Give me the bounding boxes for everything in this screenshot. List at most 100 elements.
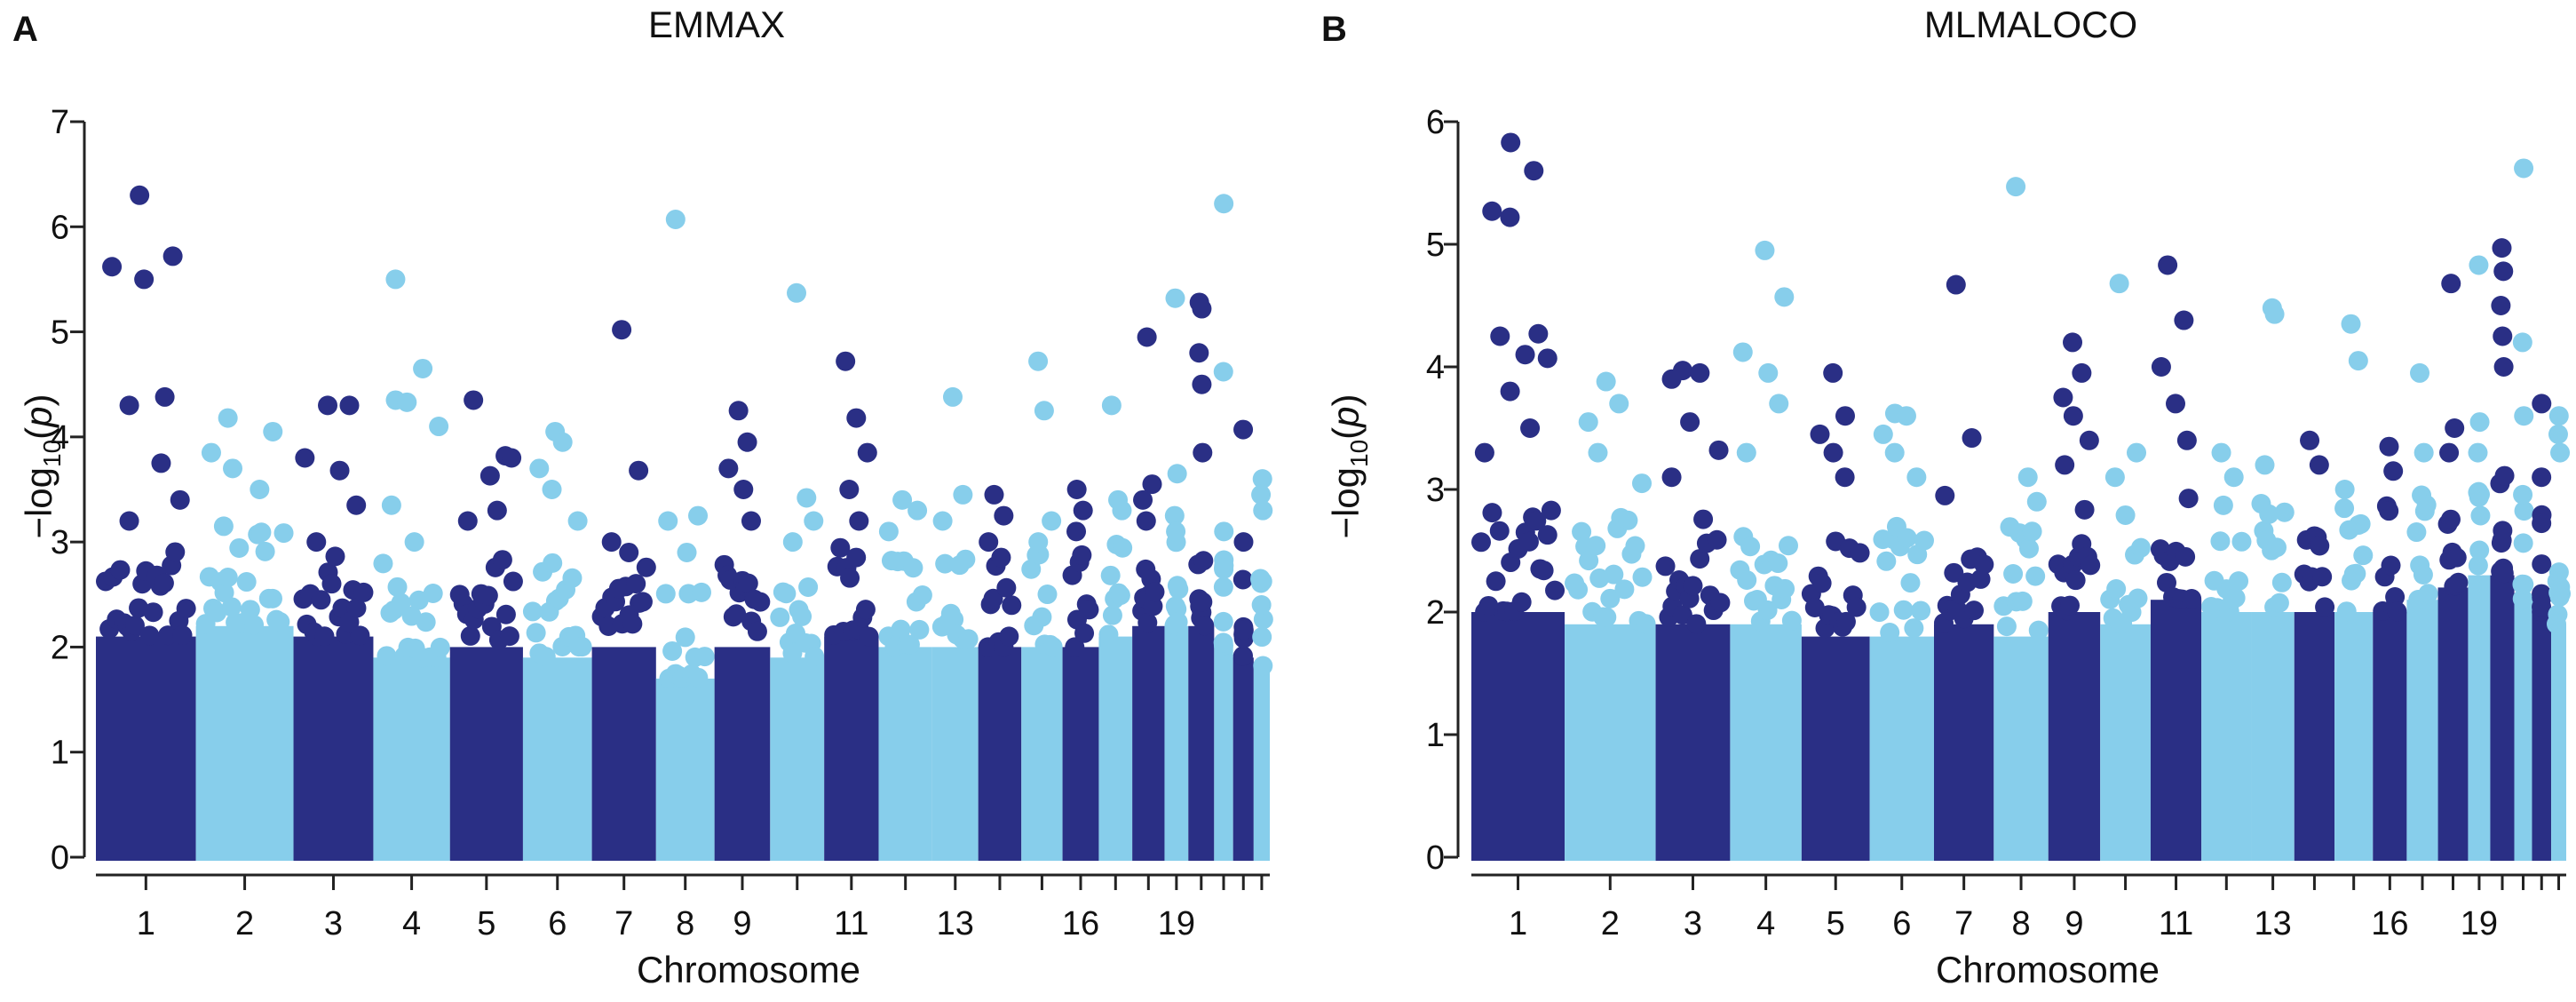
snp-point — [457, 511, 478, 531]
chromosome-12-points — [2201, 442, 2252, 861]
snp-point — [130, 185, 150, 205]
snp-point — [782, 532, 803, 553]
snp-point — [849, 511, 869, 531]
x-tick-label: 3 — [324, 905, 343, 942]
snp-point — [1755, 240, 1775, 260]
snp-point — [567, 511, 588, 531]
snp-point — [2445, 418, 2465, 438]
x-tick-label: 5 — [1827, 905, 1845, 942]
x-tick-label: 13 — [2254, 905, 2291, 942]
snp-point — [487, 500, 507, 521]
snp-point — [741, 511, 761, 531]
snp-point — [2493, 357, 2514, 377]
snp-point — [839, 480, 860, 499]
chromosome-20-points — [2490, 238, 2515, 861]
chromosome-7-points — [1933, 274, 1994, 861]
snp-point — [2414, 442, 2434, 463]
snp-point — [1946, 274, 1966, 295]
chromosome-8-points — [655, 210, 715, 861]
snp-point — [2255, 455, 2275, 475]
snp-point — [151, 453, 171, 473]
y-tick-label: 3 — [1426, 472, 1445, 509]
y-tick-label: 2 — [51, 629, 69, 666]
x-tick-label: 16 — [1062, 905, 1099, 942]
snp-point — [857, 442, 877, 463]
snp-point — [2072, 362, 2092, 383]
chromosome-7-points — [591, 320, 656, 861]
snp-point — [2017, 467, 2038, 488]
snp-point — [2512, 332, 2532, 353]
snp-point — [480, 465, 500, 486]
snp-point — [1189, 343, 1209, 363]
snp-point — [295, 448, 315, 468]
snp-point — [2548, 406, 2569, 426]
chromosome-16-points — [1062, 480, 1099, 861]
x-tick-label: 7 — [1954, 905, 1973, 942]
snp-point — [1136, 511, 1156, 531]
snp-point — [1661, 467, 1682, 488]
y-axis-label-b: −log10(p) — [1325, 394, 1373, 538]
snp-point — [984, 484, 1004, 505]
snp-point — [1906, 467, 1927, 488]
snp-point — [804, 511, 824, 531]
snp-point — [1214, 521, 1234, 542]
svg-text:−log10(p): −log10(p) — [18, 394, 66, 538]
chromosome-13-points — [2251, 298, 2295, 861]
snp-point — [529, 458, 550, 479]
snp-point — [381, 495, 401, 515]
snp-point — [1066, 521, 1087, 542]
snp-point — [2063, 406, 2083, 426]
chromosome-18-points — [1132, 327, 1165, 861]
snp-point — [1810, 424, 1830, 444]
y-tick-label: 0 — [51, 839, 69, 877]
snp-point — [2548, 424, 2568, 444]
y-tick-label: 1 — [1426, 717, 1445, 754]
x-tick-label: 4 — [1756, 905, 1775, 942]
chromosome-9-points — [714, 401, 771, 861]
y-tick-label: 4 — [51, 419, 69, 457]
x-axis-label-b: Chromosome — [1936, 949, 2160, 990]
snp-point — [102, 257, 123, 277]
snp-point — [2063, 332, 2083, 353]
snp-point — [155, 386, 175, 407]
snp-point — [2264, 304, 2285, 324]
snp-point — [2055, 455, 2075, 475]
svg-text:−log10(p): −log10(p) — [1325, 394, 1373, 538]
snp-point — [170, 489, 190, 510]
snp-point — [1192, 298, 1212, 319]
snp-point — [385, 269, 406, 290]
snp-point — [1708, 440, 1729, 460]
snp-point — [1896, 406, 1916, 426]
snp-point — [2166, 394, 2186, 414]
snp-point — [1167, 464, 1187, 484]
x-tick-label: 13 — [937, 905, 974, 942]
snp-point — [213, 516, 234, 537]
snp-point — [1578, 412, 1598, 433]
snp-point — [2491, 296, 2511, 315]
snp-point — [1632, 473, 1653, 494]
x-tick-label: 6 — [1892, 905, 1911, 942]
snp-point — [733, 480, 754, 499]
snp-point — [1736, 442, 1756, 463]
chromosome-18-points — [2437, 274, 2469, 861]
chromosome-2-points — [1565, 371, 1656, 861]
snp-point — [502, 448, 522, 468]
x-tick-label: 8 — [2011, 905, 2030, 942]
snp-point — [1252, 469, 1272, 489]
snp-point — [1690, 362, 1710, 383]
chromosome-14-points — [2294, 430, 2335, 861]
snp-point — [413, 358, 433, 378]
snp-point — [2493, 326, 2513, 346]
snp-point — [1962, 428, 1982, 449]
snp-point — [629, 460, 649, 481]
chromosome-20-points — [1188, 292, 1215, 861]
snp-point — [2441, 274, 2461, 294]
snp-point — [1524, 161, 1544, 181]
snp-point — [2514, 406, 2534, 426]
chromosome-21-points — [1213, 194, 1234, 861]
chromosome-1-points — [1471, 132, 1565, 861]
snp-point — [612, 320, 632, 340]
snp-point — [1500, 381, 1520, 402]
snp-point — [1214, 194, 1234, 214]
snp-point — [2469, 255, 2489, 275]
